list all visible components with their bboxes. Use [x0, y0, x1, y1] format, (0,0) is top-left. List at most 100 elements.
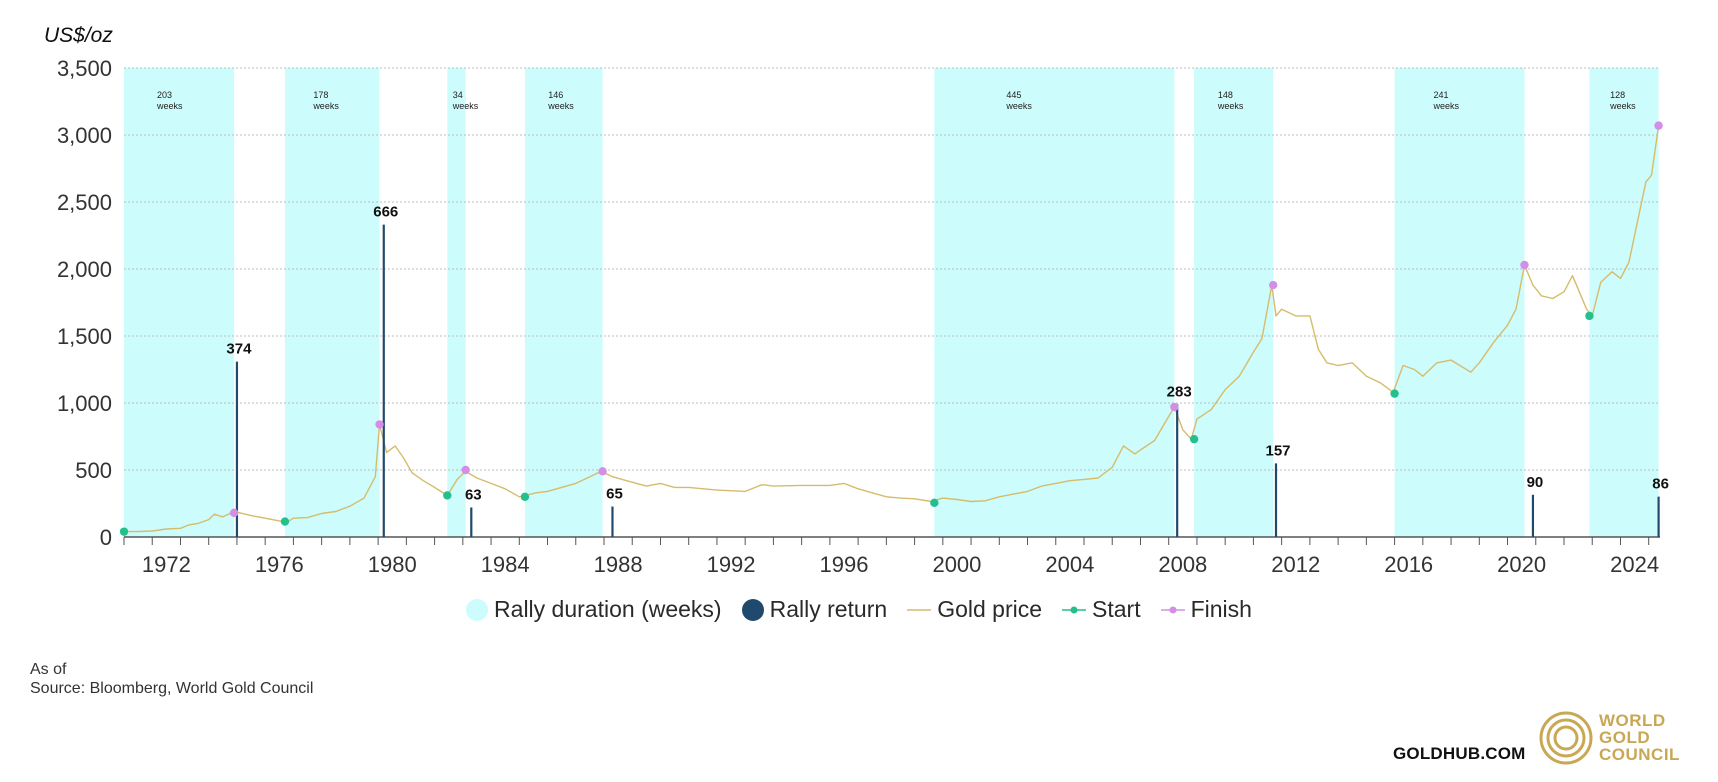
rally-return-label: 283 [1167, 383, 1192, 400]
chart-legend: Rally duration (weeks) Rally return Gold… [0, 596, 1718, 623]
legend-gold-price: Gold price [907, 596, 1042, 623]
rally-duration-line: 146 [548, 90, 563, 100]
x-tick-label: 2020 [1497, 552, 1546, 577]
world-gold-council-logo-text: WORLD GOLD COUNCIL [1599, 712, 1680, 763]
rally-duration-label: 128 weeks [1609, 90, 1636, 111]
legend-gold-price-label: Gold price [937, 596, 1043, 622]
x-tick-label: 1996 [820, 552, 869, 577]
rally-return-label: 86 [1652, 476, 1669, 493]
rally-duration-line: weeks [452, 101, 479, 111]
rally-duration-line: weeks [156, 101, 183, 111]
gold-price-line [123, 125, 1660, 533]
rally-duration-label: 178 weeks [312, 90, 339, 111]
rally-band [284, 68, 380, 537]
legend-rally-return-label: Rally return [769, 596, 888, 622]
start-point [1585, 311, 1594, 321]
start-swatch [1062, 606, 1087, 613]
y-gridlines [124, 67, 1660, 471]
y-tick-label: 3,000 [57, 123, 112, 148]
start-point [520, 492, 530, 501]
goldhub-link[interactable]: GOLDHUB.COM [1393, 744, 1526, 763]
start-point [1390, 389, 1399, 398]
rally-return-label: 65 [606, 486, 623, 503]
y-tick-label: 500 [75, 458, 112, 483]
rally-duration-label: 34 weeks [452, 90, 479, 111]
finish-point [1268, 280, 1278, 290]
rally-duration-label: 146 weeks [547, 90, 574, 111]
y-tick-label: 3,500 [57, 56, 112, 81]
chart-footer: As of Source: Bloomberg, World Gold Coun… [30, 660, 313, 698]
x-tick-label: 2004 [1045, 552, 1094, 577]
x-tick-label: 1988 [594, 552, 643, 577]
x-tick-label: 1992 [707, 552, 756, 577]
legend-finish-label: Finish [1190, 596, 1252, 622]
rally-band [124, 68, 235, 537]
finish-point [229, 508, 239, 518]
as-of-note: As of [30, 661, 67, 678]
y-tick-label: 1,500 [57, 324, 112, 349]
rally-band [1394, 68, 1525, 537]
rally-returns: 374 666 63 65 283 157 90 86 [226, 204, 1669, 537]
x-tick-label: 2000 [932, 552, 981, 577]
x-tick-label: 2008 [1158, 552, 1207, 577]
start-point [280, 517, 290, 526]
legend-rally-duration-label: Rally duration (weeks) [494, 596, 722, 622]
rally-return-label: 374 [226, 341, 252, 358]
rally-duration-line: 34 [453, 90, 463, 100]
rally-duration-line: weeks [547, 101, 574, 111]
start-point [1189, 434, 1199, 444]
rally-band [447, 68, 466, 537]
rally-duration-line: 148 [1218, 90, 1233, 100]
x-tick-label: 1972 [142, 552, 191, 577]
rally-band [934, 68, 1175, 537]
legend-rally-return: Rally return [741, 596, 888, 623]
rally-duration-line: weeks [1217, 101, 1244, 111]
x-tick-labels: 1972 1976 1980 1984 1988 1992 1996 2000 2004 2008… [142, 552, 1659, 577]
logo-line-3: COUNCIL [1599, 745, 1680, 764]
rally-return-label: 666 [373, 204, 398, 221]
rally-duration-label: 241 weeks [1433, 90, 1460, 111]
finish-point [461, 465, 470, 475]
y-tick-label: 2,000 [57, 257, 112, 282]
rally-duration-line: 128 [1610, 90, 1625, 100]
rally-return-label: 63 [465, 486, 482, 503]
y-tick-label: 1,000 [57, 391, 112, 416]
finish-point [375, 420, 384, 429]
rally-duration-line: 203 [157, 90, 172, 100]
rally-duration-line: 445 [1006, 90, 1021, 100]
rally-return-label: 157 [1265, 442, 1290, 459]
start-point [119, 527, 129, 536]
finish-point [1170, 402, 1179, 412]
finish-point [1520, 260, 1529, 270]
rally-duration-swatch [466, 598, 489, 621]
start-finish-points [119, 121, 1663, 536]
finish-swatch [1160, 606, 1185, 613]
rally-return-label: 90 [1527, 474, 1544, 491]
y-tick-labels: 0 500 1,000 1,500 2,000 2,500 3,000 3,500 [57, 56, 112, 550]
x-tick-label: 2024 [1610, 552, 1659, 577]
gold-price-series [123, 125, 1660, 533]
y-axis-unit-label: US$/oz [44, 24, 113, 47]
rally-duration-line: 241 [1434, 90, 1449, 100]
rally-duration-line: 178 [313, 90, 328, 100]
x-axis [123, 536, 1660, 545]
rally-duration-label: 203 weeks [156, 90, 183, 111]
concentric-rings-icon [1539, 711, 1593, 765]
legend-rally-duration: Rally duration (weeks) [466, 596, 722, 623]
start-point [930, 498, 939, 508]
rally-band [1194, 68, 1274, 537]
y-tick-label: 0 [100, 525, 112, 550]
rally-duration-line: weeks [312, 101, 339, 111]
rally-duration-label: 148 weeks [1217, 90, 1244, 111]
legend-start: Start [1062, 596, 1141, 623]
finish-point [598, 467, 607, 476]
y-tick-label: 2,500 [57, 190, 112, 215]
source-note: Source: Bloomberg, World Gold Council [30, 680, 314, 697]
rally-duration-line: weeks [1005, 101, 1032, 111]
rally-bands [124, 68, 1659, 537]
logo-line-2: GOLD [1599, 728, 1651, 747]
finish-point [1654, 121, 1663, 130]
x-tick-label: 1976 [255, 552, 304, 577]
